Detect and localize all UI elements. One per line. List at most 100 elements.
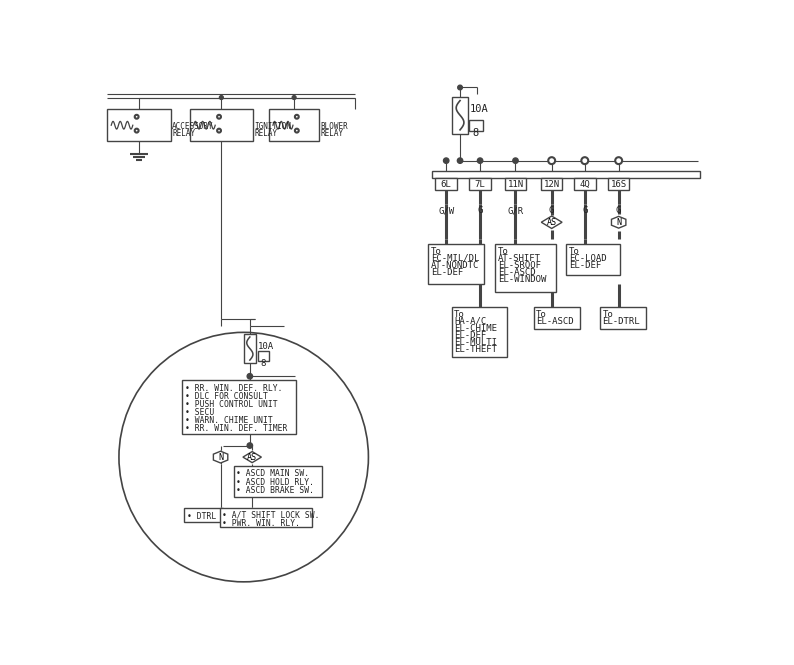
Text: N: N <box>616 217 621 227</box>
Text: • A/T SHIFT LOCK SW.: • A/T SHIFT LOCK SW. <box>222 511 320 520</box>
Polygon shape <box>214 452 228 463</box>
Text: EL-WINDOW: EL-WINDOW <box>498 275 546 283</box>
Text: 12N: 12N <box>544 180 560 190</box>
Text: EL-SROOF: EL-SROOF <box>498 261 541 270</box>
Bar <box>220 508 312 527</box>
Text: G: G <box>477 206 483 215</box>
Text: RELAY: RELAY <box>254 129 278 138</box>
Bar <box>600 307 646 329</box>
Text: EL-THEFT: EL-THEFT <box>454 344 497 354</box>
Text: G: G <box>616 206 622 215</box>
Text: G/W: G/W <box>438 206 454 215</box>
Text: EL-CHIME: EL-CHIME <box>454 324 497 333</box>
Text: IGNITION: IGNITION <box>254 122 291 131</box>
Text: AS: AS <box>547 217 557 227</box>
Circle shape <box>247 374 252 379</box>
Circle shape <box>217 129 221 132</box>
Bar <box>495 244 556 291</box>
Text: 11N: 11N <box>507 180 523 190</box>
Circle shape <box>513 158 518 164</box>
Text: • ASCD BRAKE SW.: • ASCD BRAKE SW. <box>236 486 314 495</box>
Circle shape <box>135 129 139 132</box>
Circle shape <box>217 115 221 118</box>
Polygon shape <box>611 216 626 228</box>
Bar <box>469 178 491 190</box>
Text: • DLC FOR CONSULT: • DLC FOR CONSULT <box>185 392 268 401</box>
Bar <box>541 178 562 190</box>
Text: • WARN. CHIME UNIT: • WARN. CHIME UNIT <box>185 416 273 426</box>
Text: • RR. WIN. DEF. TIMER: • RR. WIN. DEF. TIMER <box>185 424 287 434</box>
Text: To: To <box>603 310 613 319</box>
Circle shape <box>135 115 139 118</box>
Text: To: To <box>454 310 464 319</box>
Bar <box>184 508 223 522</box>
Circle shape <box>457 158 463 164</box>
Circle shape <box>444 158 449 164</box>
Text: 8: 8 <box>472 128 479 138</box>
Text: EC-MIL/DL: EC-MIL/DL <box>431 254 479 263</box>
Text: BLOWER: BLOWER <box>321 122 349 131</box>
Text: EL-DEF: EL-DEF <box>454 331 486 340</box>
Circle shape <box>477 158 483 164</box>
Text: 4Q: 4Q <box>580 180 590 190</box>
Bar <box>257 351 269 361</box>
Bar <box>429 244 484 284</box>
Text: • RR. WIN. DEF. RLY.: • RR. WIN. DEF. RLY. <box>185 384 283 393</box>
Text: To: To <box>431 247 441 256</box>
Circle shape <box>615 157 622 164</box>
Text: • PUSH CONTROL UNIT: • PUSH CONTROL UNIT <box>185 400 278 409</box>
Circle shape <box>219 96 223 100</box>
Bar <box>244 334 256 363</box>
Bar <box>233 466 322 497</box>
Text: N: N <box>218 453 223 462</box>
Text: • ASCD HOLD RLY.: • ASCD HOLD RLY. <box>236 478 314 487</box>
Text: • PWR. WIN. RLY.: • PWR. WIN. RLY. <box>222 519 300 529</box>
Text: G: G <box>582 206 588 215</box>
Polygon shape <box>243 452 261 463</box>
Text: To: To <box>569 247 580 256</box>
Circle shape <box>247 443 252 448</box>
Text: ACCESSORY: ACCESSORY <box>172 122 214 131</box>
Text: • ASCD MAIN SW.: • ASCD MAIN SW. <box>236 469 309 478</box>
Bar <box>469 120 484 130</box>
Bar <box>505 178 526 190</box>
Text: 8: 8 <box>260 358 266 368</box>
Text: EL-ASCD: EL-ASCD <box>536 317 574 326</box>
Circle shape <box>295 129 299 132</box>
Text: EC-LOAD: EC-LOAD <box>569 254 607 263</box>
Bar <box>453 96 468 134</box>
Circle shape <box>548 157 555 164</box>
Text: RELAY: RELAY <box>172 129 195 138</box>
Bar <box>107 109 171 142</box>
Text: AS: AS <box>247 453 257 462</box>
Bar <box>182 380 296 434</box>
Text: EL-ASCD: EL-ASCD <box>498 268 535 277</box>
Text: RELAY: RELAY <box>321 129 344 138</box>
Text: EL-DTRL: EL-DTRL <box>603 317 640 326</box>
Bar <box>534 307 580 329</box>
Circle shape <box>581 157 588 164</box>
Text: 10A: 10A <box>258 342 275 350</box>
Text: 6L: 6L <box>441 180 452 190</box>
Text: HA-A/C: HA-A/C <box>454 317 486 326</box>
Bar <box>608 178 630 190</box>
Bar <box>452 307 507 357</box>
Bar <box>435 178 457 190</box>
Text: To: To <box>498 247 508 256</box>
Circle shape <box>295 115 299 118</box>
Text: AT-NONDTC: AT-NONDTC <box>431 261 479 270</box>
Text: • SECU: • SECU <box>185 408 214 417</box>
Text: 10A: 10A <box>470 104 489 114</box>
Text: AT-SHIFT: AT-SHIFT <box>498 254 541 263</box>
Bar <box>566 244 620 275</box>
Text: 16S: 16S <box>611 180 626 190</box>
Bar <box>190 109 253 142</box>
Bar <box>269 109 319 142</box>
Circle shape <box>119 332 368 582</box>
Text: G: G <box>549 206 554 215</box>
Text: 7L: 7L <box>475 180 485 190</box>
Bar <box>574 178 596 190</box>
Text: EL-DEF: EL-DEF <box>569 261 601 270</box>
Bar <box>433 171 700 178</box>
Text: • DTRL: • DTRL <box>187 512 216 521</box>
